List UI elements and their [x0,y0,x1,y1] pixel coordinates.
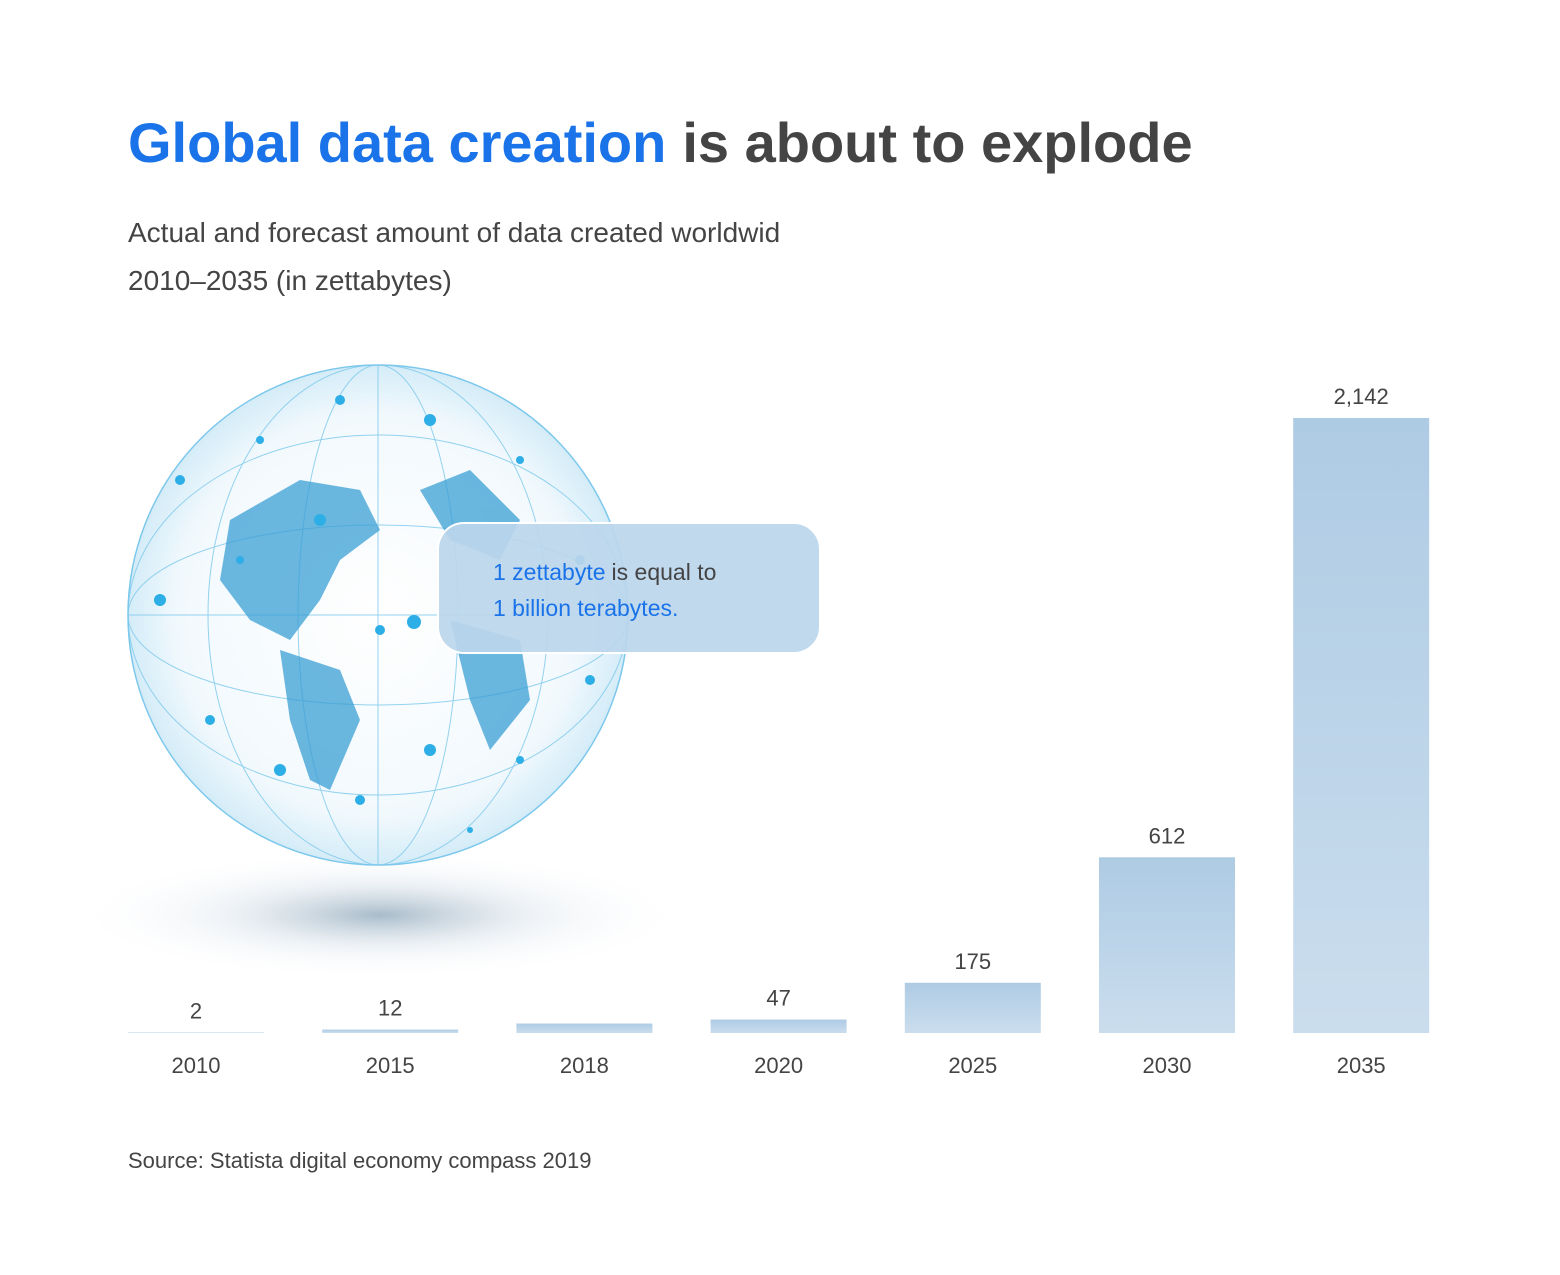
bar [710,1019,847,1033]
bar [1293,418,1430,1033]
title-rest: is about to explode [682,111,1192,174]
title-highlight: Global data creation [128,111,666,174]
subtitle: Actual and forecast amount of data creat… [128,217,780,248]
x-tick-label: 2030 [1143,1053,1192,1078]
chart-title: Global data creation is about to explode [128,111,1193,174]
annotation: 1 zettabyte is equal to 1 billion terabyt… [437,522,821,654]
x-tick-label: 2020 [754,1053,803,1078]
x-tick-label: 2018 [560,1053,609,1078]
x-tick-label: 2025 [948,1053,997,1078]
value-label: 47 [766,986,790,1011]
x-tick-label: 2015 [366,1053,415,1078]
bar [322,1029,459,1033]
x-tick-label: 2010 [172,1053,221,1078]
bar [904,982,1041,1033]
x-tick-label: 2035 [1337,1053,1386,1078]
value-label: 2 [190,998,202,1023]
globe-illustration [70,364,690,980]
annotation-plain: is equal to [612,559,717,585]
value-label: 2,142 [1334,384,1389,409]
annotation-text: 1 zettabyte is equal to [493,559,716,585]
value-label: 12 [378,996,402,1021]
annotation-highlight: 1 zettabyte [493,559,606,585]
source: Source: Statista digital economy compass… [128,1148,591,1173]
annotation-highlight: 1 billion terabytes. [493,595,678,621]
bar [1099,857,1235,1033]
value-label: 175 [954,949,991,974]
globe-shadow [70,850,690,980]
subtitle: 2010–2035 (in zettabytes) [128,265,452,296]
value-label: 612 [1149,823,1186,848]
bar [516,1023,653,1033]
annotation-box [437,522,821,654]
bar [128,1032,264,1033]
